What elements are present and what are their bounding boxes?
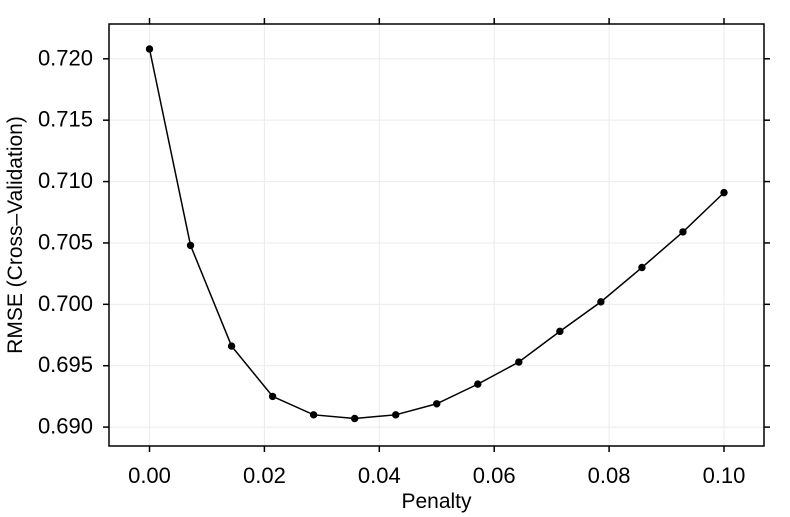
svg-text:0.695: 0.695 bbox=[38, 352, 93, 377]
svg-text:0.00: 0.00 bbox=[128, 463, 171, 488]
svg-text:0.720: 0.720 bbox=[38, 45, 93, 70]
svg-text:0.690: 0.690 bbox=[38, 414, 93, 439]
svg-text:0.710: 0.710 bbox=[38, 168, 93, 193]
svg-text:RMSE (Cross–Validation): RMSE (Cross–Validation) bbox=[4, 116, 27, 354]
svg-text:0.700: 0.700 bbox=[38, 291, 93, 316]
svg-text:0.04: 0.04 bbox=[358, 463, 401, 488]
svg-text:0.715: 0.715 bbox=[38, 107, 93, 132]
svg-text:0.10: 0.10 bbox=[703, 463, 746, 488]
svg-text:0.02: 0.02 bbox=[243, 463, 286, 488]
svg-text:0.08: 0.08 bbox=[588, 463, 631, 488]
svg-text:0.06: 0.06 bbox=[473, 463, 516, 488]
svg-text:0.705: 0.705 bbox=[38, 229, 93, 254]
svg-text:Penalty: Penalty bbox=[401, 490, 472, 513]
